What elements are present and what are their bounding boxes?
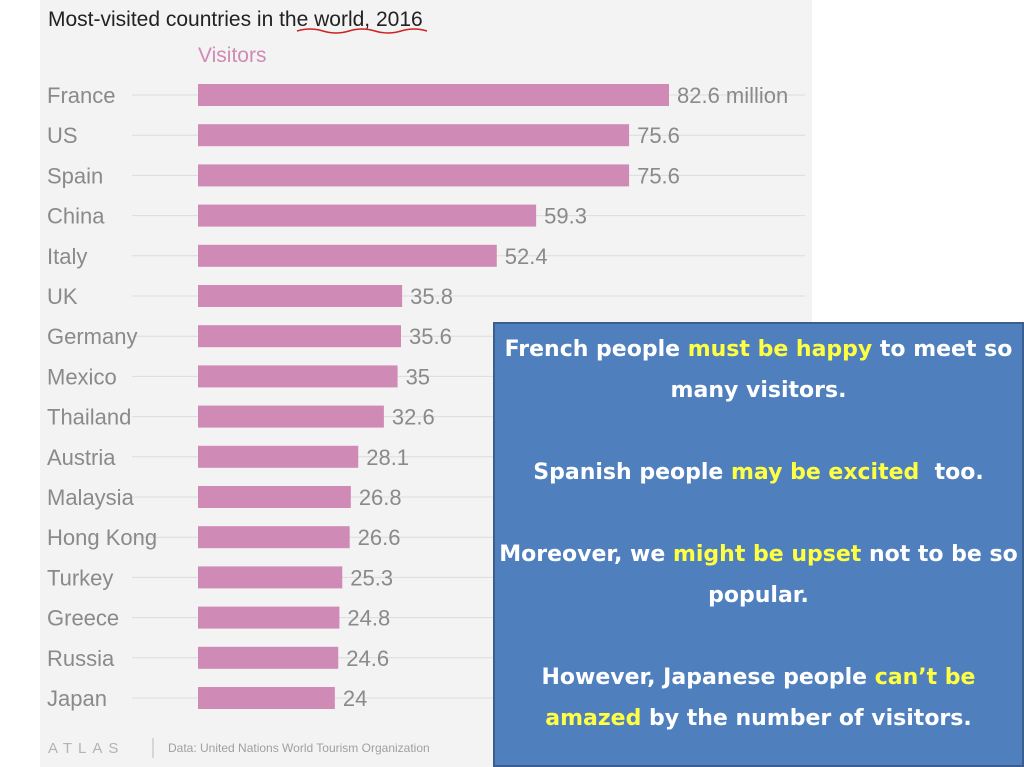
value-label: 26.8	[359, 485, 402, 510]
value-label: 32.6	[392, 405, 435, 430]
value-label: 24.8	[347, 606, 390, 631]
category-label: Austria	[47, 445, 116, 470]
bar	[198, 244, 497, 267]
callout-box: French people must be happy to meet so m…	[493, 322, 1024, 767]
callout-paragraph-1: French people must be happy to meet so m…	[495, 329, 1022, 411]
category-label: Russia	[47, 646, 115, 671]
category-label: UK	[47, 284, 78, 309]
bar	[198, 526, 350, 549]
category-label: Japan	[47, 686, 107, 711]
bar	[198, 84, 669, 106]
callout-text: too.	[919, 460, 984, 485]
category-label: Malaysia	[47, 485, 135, 510]
callout-text: Spanish people	[533, 460, 731, 485]
category-label: Thailand	[47, 405, 131, 430]
category-label: Germany	[47, 324, 137, 349]
bar	[198, 486, 351, 508]
bar	[198, 204, 537, 227]
value-label: 75.6	[637, 123, 680, 148]
bar	[198, 566, 343, 589]
value-label: 35.6	[409, 324, 452, 349]
callout-highlight: must be happy	[687, 337, 873, 362]
category-label: US	[47, 123, 78, 148]
callout-text: to meet so many visitors.	[670, 337, 1013, 403]
bar	[198, 285, 403, 307]
callout-text: Moreover, we	[499, 542, 673, 567]
bar	[198, 445, 359, 468]
value-label: 75.6	[637, 163, 680, 188]
category-label: Turkey	[47, 565, 113, 590]
callout-text: However, Japanese people	[541, 665, 875, 690]
category-label: Mexico	[47, 364, 117, 389]
callout-text: by the number of visitors.	[641, 706, 972, 731]
chart-title: Most-visited countries in the world, 201…	[48, 8, 423, 31]
value-label: 35.8	[410, 284, 453, 309]
callout-text: not to be so popular.	[708, 542, 1018, 608]
value-label: 59.3	[544, 204, 587, 229]
category-label: China	[47, 204, 105, 229]
category-label: Greece	[47, 606, 119, 631]
bar	[198, 646, 339, 669]
bar	[198, 405, 384, 428]
category-label: Italy	[47, 244, 87, 269]
callout-paragraph-3: Moreover, we might be upset not to be so…	[495, 534, 1022, 616]
bar	[198, 325, 401, 348]
atlas-logo: ATLAS	[48, 740, 124, 757]
value-label: 52.4	[505, 244, 548, 269]
callout-highlight: might be upset	[672, 542, 862, 567]
value-label: 26.6	[358, 525, 401, 550]
bar-chart: Most-visited countries in the world, 201…	[47, 8, 805, 758]
series-label: Visitors	[198, 44, 266, 67]
value-label: 28.1	[366, 445, 409, 470]
category-label: Spain	[47, 163, 103, 188]
category-label: France	[47, 83, 115, 108]
value-label: 25.3	[350, 565, 393, 590]
bar-rows: France 82.6 million US 75.6 Spain 75.6 China 59…	[47, 83, 805, 711]
title-underline-mark	[296, 28, 428, 34]
bar	[198, 164, 630, 187]
callout-paragraph-4: However, Japanese people can’t be amazed…	[495, 657, 1022, 739]
value-label: 82.6 million	[677, 83, 788, 108]
bar	[198, 124, 630, 147]
data-source: Data: United Nations World Tourism Organ…	[168, 741, 430, 755]
value-label: 24.6	[346, 646, 389, 671]
value-label: 24	[343, 686, 367, 711]
value-label: 35	[406, 364, 430, 389]
callout-paragraph-2: Spanish people may be excited too.	[495, 452, 1022, 493]
bar	[198, 365, 398, 388]
category-label: Hong Kong	[47, 525, 157, 550]
callout-highlight: may be excited	[730, 460, 920, 485]
bar	[198, 687, 335, 709]
callout-highlight: can’t be amazed	[545, 665, 976, 731]
callout-text: French people	[504, 337, 688, 362]
bar	[198, 606, 340, 629]
